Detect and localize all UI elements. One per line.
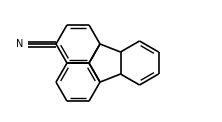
Text: N: N <box>16 39 24 49</box>
